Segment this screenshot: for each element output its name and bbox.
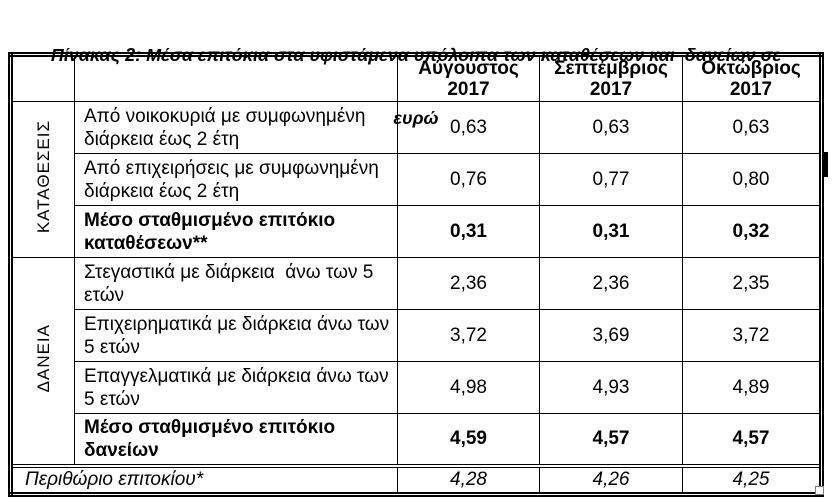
value-cell: 2,36 (397, 257, 540, 310)
month-label: Οκτώβριος (701, 58, 801, 79)
cursor-artifact-bar (823, 152, 828, 177)
table-row-interest-margin: Περιθώριο επιτοκίου* 4,28 4,26 4,25 (10, 464, 822, 495)
value-cell: 4,28 (397, 464, 540, 495)
row-label: Από επιχειρήσεις με συμφωνημένη διάρκεια… (74, 153, 398, 206)
value-cell: 4,93 (539, 361, 683, 414)
month-label: Σεπτέμβριος (554, 58, 668, 79)
table-row: Επιχειρηματικά με διάρκεια άνω των 5 ετώ… (11, 309, 822, 362)
column-header-october: Οκτώβριος 2017 (682, 54, 822, 102)
table-row: ΚΑΤΑΘΕΣΕΙΣ Από νοικοκυριά με συμφωνημένη… (10, 101, 822, 258)
year-label: 2017 (447, 79, 490, 100)
column-header-august: Αύγουστος 2017 (397, 54, 540, 102)
column-header-september: Σεπτέμβριος 2017 (539, 54, 683, 102)
group-label-deposits: ΚΑΤΑΘΕΣΕΙΣ (10, 101, 75, 258)
value-cell: 0,32 (682, 205, 822, 258)
value-cell: 0,31 (539, 205, 683, 258)
value-cell: 0,31 (397, 205, 540, 258)
year-label: 2017 (729, 79, 773, 100)
value-cell: 2,36 (539, 257, 683, 310)
header-row: Αύγουστος 2017 Σεπτέμβριος 2017 Οκτώβριο… (10, 54, 822, 102)
table-row: Από επιχειρήσεις με συμφωνημένη διάρκεια… (11, 153, 822, 206)
table-row: Επαγγελματικά με διάρκεια άνω των 5 ετών… (11, 361, 822, 414)
year-label: 2017 (589, 79, 633, 100)
value-cell: 0,63 (539, 101, 683, 154)
row-label: Μέσο σταθμισμένο επιτόκιο δανείων (74, 413, 398, 467)
table-row-weighted-loan-rate: Μέσο σταθμισμένο επιτόκιο δανείων 4,59 4… (11, 413, 822, 467)
interest-rates-table: Αύγουστος 2017 Σεπτέμβριος 2017 Οκτώβριο… (8, 52, 824, 497)
value-cell: 4,26 (539, 464, 683, 495)
row-label: Περιθώριο επιτοκίου* (10, 464, 398, 495)
table-row: ΔΑΝΕΙΑ Στεγαστικά με διάρκεια άνω των 5 … (10, 257, 822, 467)
value-cell: 2,35 (682, 257, 822, 310)
missing-glyph-box (815, 486, 824, 495)
group-label-loans: ΔΑΝΕΙΑ (10, 257, 75, 467)
group-label-text: ΔΑΝΕΙΑ (33, 323, 53, 393)
row-label: Επαγγελματικά με διάρκεια άνω των 5 ετών (74, 361, 398, 414)
value-cell: 0,77 (539, 153, 683, 206)
table-row-weighted-deposit-rate: Μέσο σταθμισμένο επιτόκιο καταθέσεων** 0… (11, 205, 822, 258)
value-cell: 0,80 (682, 153, 822, 206)
value-cell: 4,57 (539, 413, 683, 467)
value-cell: 4,59 (397, 413, 540, 467)
row-label: Επιχειρηματικά με διάρκεια άνω των 5 ετώ… (74, 309, 398, 362)
corner-cell-desc (74, 54, 398, 102)
month-label: Αύγουστος (418, 58, 519, 79)
value-cell: 3,72 (397, 309, 540, 362)
value-cell: 0,63 (682, 101, 822, 154)
value-cell: 3,72 (682, 309, 822, 362)
value-cell: 0,63 (397, 101, 540, 154)
value-cell: 3,69 (539, 309, 683, 362)
value-cell: 4,89 (682, 361, 822, 414)
group-label-text: ΚΑΤΑΘΕΣΕΙΣ (33, 119, 53, 234)
row-label: Μέσο σταθμισμένο επιτόκιο καταθέσεων** (74, 205, 398, 258)
value-cell: 0,76 (397, 153, 540, 206)
row-label: Από νοικοκυριά με συμφωνημένη διάρκεια έ… (74, 101, 398, 154)
corner-cell-group (10, 54, 75, 102)
value-cell: 4,25 (682, 464, 822, 495)
value-cell: 4,98 (397, 361, 540, 414)
row-label: Στεγαστικά με διάρκεια άνω των 5 ετών (74, 257, 398, 310)
value-cell: 4,57 (682, 413, 822, 467)
